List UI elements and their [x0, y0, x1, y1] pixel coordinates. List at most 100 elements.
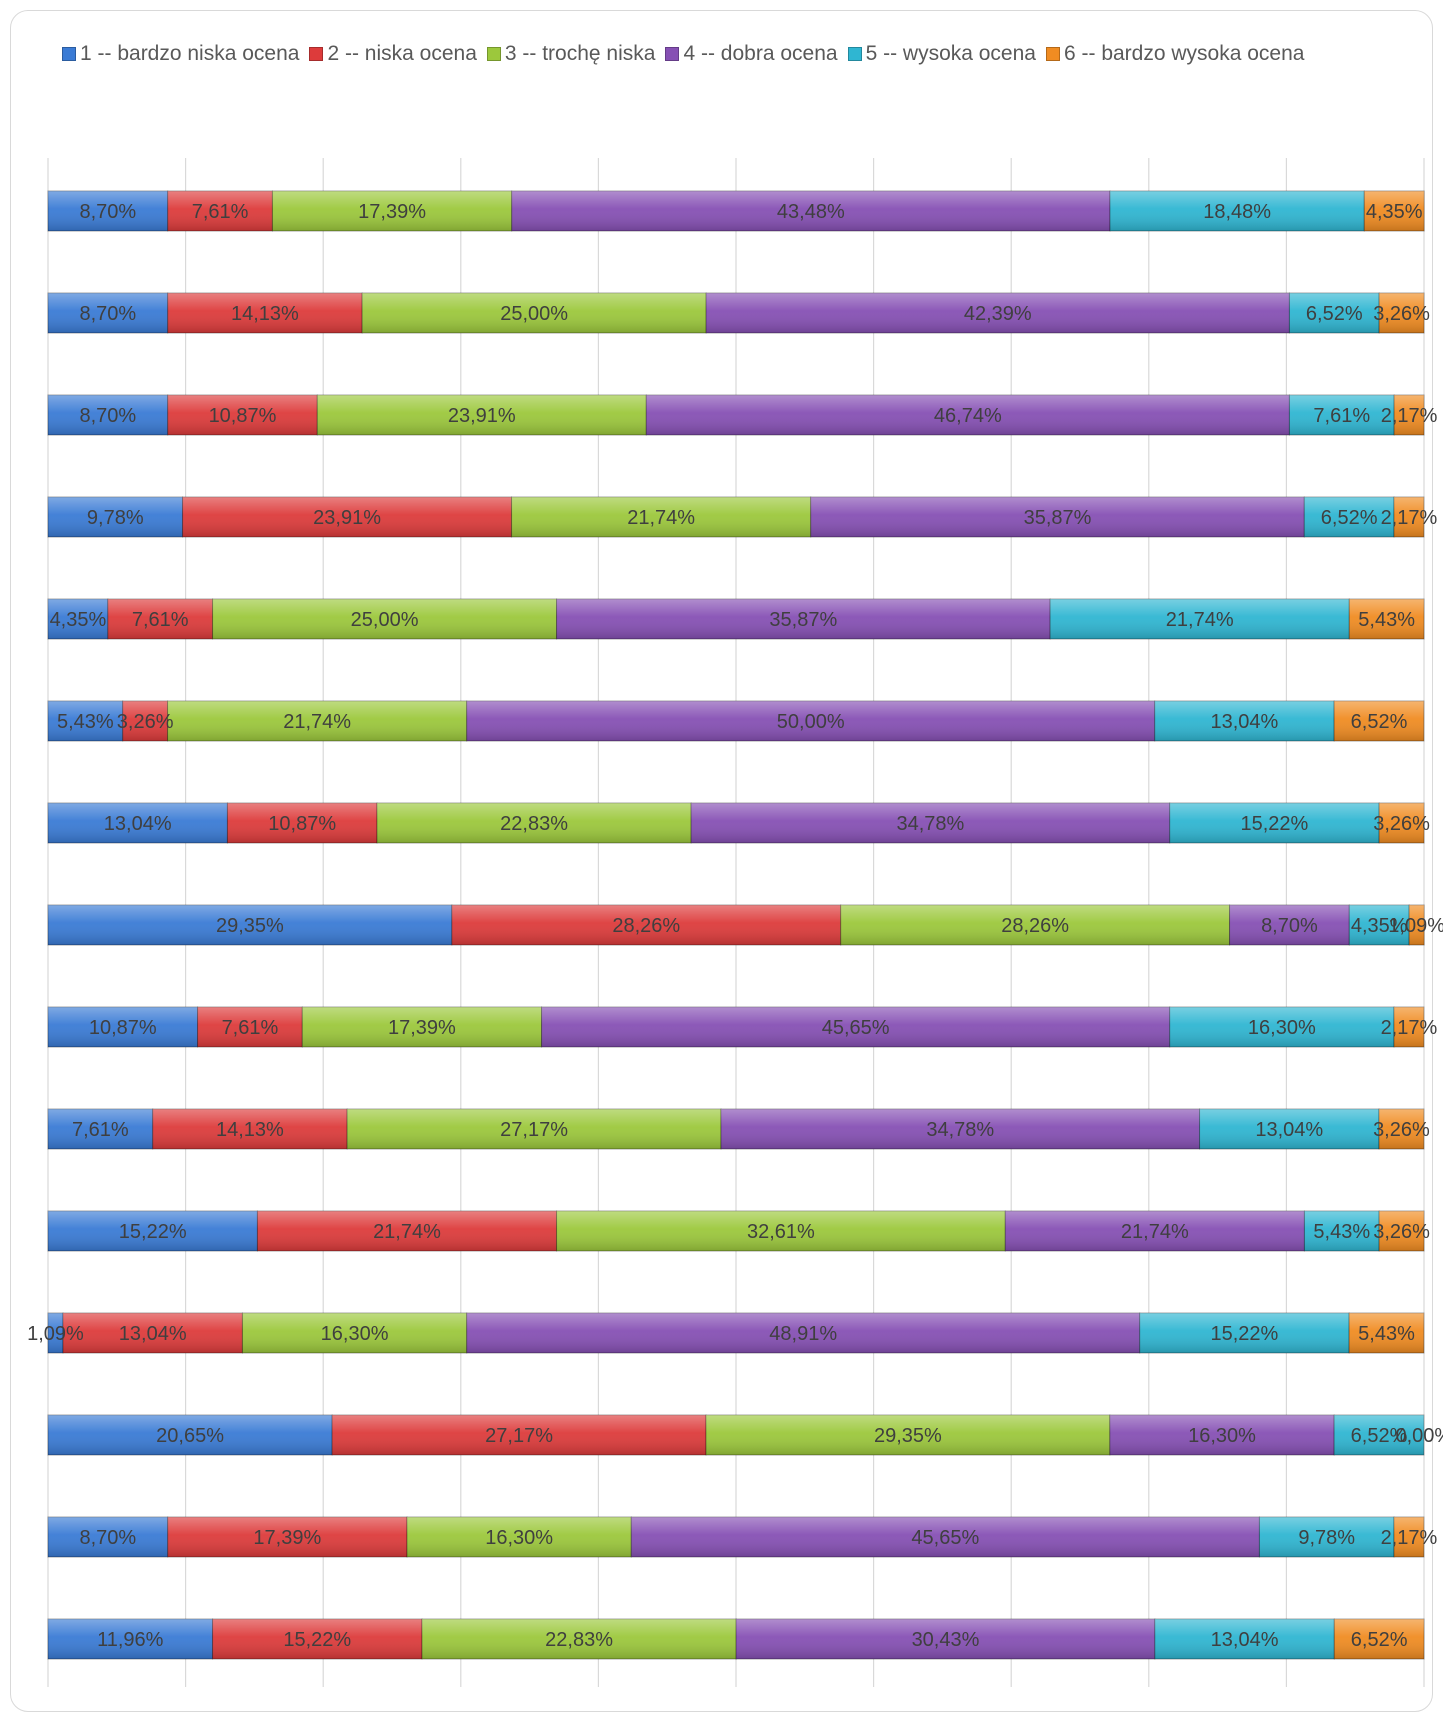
bar-segment-shine	[1259, 1517, 1395, 1557]
data-label: 8,70%	[79, 405, 136, 427]
bar-segment-shine	[810, 497, 1305, 537]
data-label: 14,13%	[231, 303, 299, 325]
data-label: 10,87%	[89, 1017, 157, 1039]
legend-swatch-2	[309, 47, 324, 61]
bar-segment-shine	[212, 599, 557, 639]
bar-segment-shine	[48, 293, 168, 333]
bar-segment-shine	[167, 293, 363, 333]
data-label: 13,04%	[104, 813, 172, 835]
data-label: 5,43%	[1313, 1221, 1370, 1243]
bar-segment-shine	[152, 1109, 348, 1149]
bar-segment-shine	[48, 1517, 168, 1557]
data-label: 8,70%	[79, 303, 136, 325]
data-label: 2,17%	[1381, 1017, 1438, 1039]
bar-segment-shine	[1109, 1415, 1335, 1455]
data-label: 0,00%	[1396, 1425, 1443, 1447]
data-label: 3,26%	[117, 711, 174, 733]
data-label: 3,26%	[1373, 1119, 1430, 1141]
bar-segment-shine	[1169, 803, 1380, 843]
data-label: 6,52%	[1321, 507, 1378, 529]
legend-swatch-5	[847, 47, 862, 61]
data-label: 7,61%	[1313, 405, 1370, 427]
data-label: 16,30%	[1188, 1425, 1256, 1447]
bar-segment-shine	[691, 803, 1170, 843]
bar-segment-shine	[48, 191, 168, 231]
bar-segment-shine	[1379, 1211, 1424, 1251]
bar-segment-shine	[706, 293, 1290, 333]
data-label: 9,78%	[87, 507, 144, 529]
bar-segment-shine	[631, 1517, 1260, 1557]
bar-segment-shine	[1379, 803, 1424, 843]
data-label: 2,17%	[1381, 405, 1438, 427]
data-label: 48,91%	[769, 1323, 837, 1345]
data-label: 14,13%	[216, 1119, 284, 1141]
data-label: 43,48%	[777, 201, 845, 223]
bar-segment-shine	[377, 803, 692, 843]
bar-segment-shine	[1139, 1313, 1350, 1353]
data-label: 6,52%	[1306, 303, 1363, 325]
data-label: 21,74%	[1121, 1221, 1189, 1243]
data-label: 13,04%	[119, 1323, 187, 1345]
bar-segment-shine	[122, 701, 168, 741]
bar-segment-shine	[1050, 599, 1350, 639]
data-label: 17,39%	[388, 1017, 456, 1039]
data-label: 23,91%	[448, 405, 516, 427]
bar-segment-shine	[167, 1517, 407, 1557]
data-label: 10,87%	[209, 405, 277, 427]
bar-segment-shine	[466, 701, 1155, 741]
bar-segment-shine	[332, 1415, 707, 1455]
data-label: 16,30%	[1248, 1017, 1316, 1039]
bar-segment-shine	[1394, 497, 1424, 537]
bar-segment-shine	[212, 1619, 422, 1659]
data-label: 15,22%	[1211, 1323, 1279, 1345]
legend-item-5: 5 -- wysoka ocena	[847, 42, 1036, 66]
bar-segment-shine	[511, 497, 811, 537]
bar-segment-shine	[1199, 1109, 1380, 1149]
bar-segment-shine	[556, 599, 1051, 639]
bar-segment-shine	[1379, 293, 1424, 333]
bar-segment-shine	[406, 1517, 632, 1557]
legend-item-1: 1 -- bardzo niska ocena	[62, 42, 299, 66]
bar-segment-shine	[107, 599, 213, 639]
legend-label-3: 3 -- trochę niska	[504, 42, 656, 65]
data-label: 4,35%	[50, 609, 107, 631]
bar-segment-shine	[48, 599, 108, 639]
data-label: 21,74%	[373, 1221, 441, 1243]
data-label: 13,04%	[1211, 711, 1279, 733]
data-label: 6,52%	[1351, 1425, 1408, 1447]
bar-segment-shine	[1394, 395, 1424, 435]
bar-segment-shine	[1364, 191, 1425, 231]
bar-segment-shine	[451, 905, 841, 945]
bar-segment-shine	[48, 1211, 258, 1251]
bar-segment-shine	[541, 1007, 1170, 1047]
data-label: 50,00%	[777, 711, 845, 733]
data-label: 7,61%	[192, 201, 249, 223]
bar-segment-shine	[48, 1313, 63, 1353]
bar-segment-shine	[706, 1415, 1110, 1455]
data-label: 46,74%	[934, 405, 1002, 427]
legend-swatch-6	[1045, 47, 1060, 61]
legend-swatch-3	[486, 47, 501, 61]
data-label: 20,65%	[156, 1425, 224, 1447]
data-label: 3,26%	[1373, 1221, 1430, 1243]
data-label: 16,30%	[321, 1323, 389, 1345]
legend-swatch-1	[62, 47, 76, 61]
bar-segment-shine	[48, 1007, 198, 1047]
legend: 1 -- bardzo niska ocena 2 -- niska ocena…	[62, 40, 1314, 68]
data-label: 23,91%	[313, 507, 381, 529]
data-label: 1,09%	[1388, 915, 1443, 937]
data-label: 22,83%	[500, 813, 568, 835]
data-label: 28,26%	[1001, 915, 1069, 937]
bar-segment-shine	[48, 497, 183, 537]
data-label: 27,17%	[485, 1425, 553, 1447]
legend-label-5: 5 -- wysoka ocena	[865, 42, 1036, 65]
data-label: 7,61%	[72, 1119, 129, 1141]
bar-segment-shine	[62, 1313, 243, 1353]
legend-label-6: 6 -- bardzo wysoka ocena	[1063, 42, 1305, 65]
data-label: 45,65%	[911, 1527, 979, 1549]
data-label: 15,22%	[283, 1629, 351, 1651]
bar-segment-shine	[1289, 395, 1395, 435]
data-label: 9,78%	[1298, 1527, 1355, 1549]
data-label: 5,43%	[57, 711, 114, 733]
